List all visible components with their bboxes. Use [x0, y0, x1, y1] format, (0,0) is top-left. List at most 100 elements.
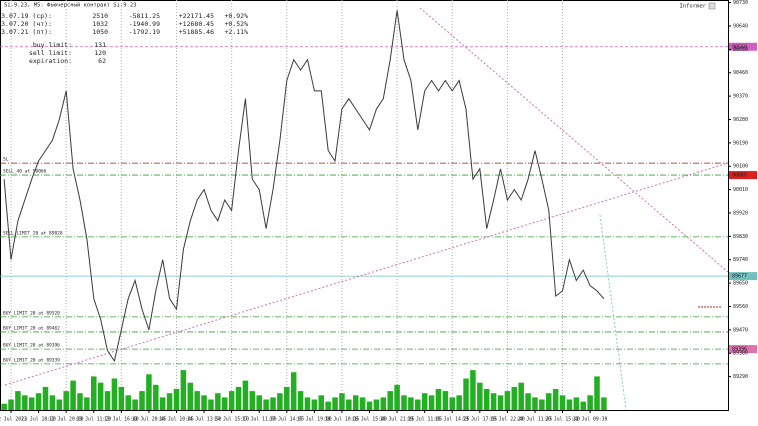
- volume-bar: [580, 401, 586, 410]
- volume-bar: [449, 397, 455, 410]
- x-tick-label: 17 Jul 19:00: [297, 417, 332, 423]
- y-tick-label: 90010: [733, 187, 748, 193]
- volume-bar: [42, 386, 49, 410]
- volume-bar: [332, 397, 338, 410]
- x-tick-label: 13 Jul 11:20: [76, 417, 111, 423]
- volume-bar: [290, 372, 297, 410]
- volume-bar: [325, 401, 331, 410]
- y-tick-label: 89830: [733, 234, 748, 240]
- stats-cell: +22171.45: [179, 12, 214, 20]
- x-tick-label: 20 Jul 15:40: [545, 417, 580, 423]
- grid: [10, 0, 564, 410]
- x-tick-label: 17 Jul 11:00: [242, 417, 277, 423]
- x-tick-label: 20 Jul 11:05: [518, 417, 553, 423]
- volume-bar: [587, 395, 593, 410]
- volume-bar: [201, 395, 207, 410]
- volume-bar: [35, 393, 42, 410]
- level-label: SELL_LIMIT_20 at 89828: [3, 230, 63, 236]
- x-tick-label: 12 Jul 18:20: [21, 417, 56, 423]
- volume-bar: [256, 395, 262, 410]
- volume-bar: [153, 384, 159, 410]
- volume-bar: [91, 376, 97, 410]
- x-tick-label: 21 Jul 09:30: [573, 417, 608, 423]
- stats-cell: 2023.07.21 (пт):: [0, 28, 52, 36]
- volume-bar: [187, 382, 194, 410]
- volume-bar: [380, 397, 387, 410]
- price-box: [729, 272, 757, 281]
- volume-bar: [352, 395, 359, 410]
- volume-bar: [22, 395, 28, 410]
- x-tick-label: 19 Jul 22:40: [490, 417, 525, 423]
- informer-icon[interactable]: [708, 2, 716, 10]
- volume-bar: [373, 399, 380, 410]
- volume-bar: [525, 393, 531, 410]
- volume-bar: [270, 397, 276, 410]
- x-tick-label: 14 Jul 10:45: [159, 417, 194, 423]
- volume-bar: [511, 386, 518, 410]
- volume-bar: [442, 391, 449, 410]
- y-tick-label: 89740: [733, 257, 748, 263]
- volume-bar: [125, 395, 131, 410]
- volume-bar: [297, 391, 304, 410]
- x-tick-label: 18 Jul 21:05: [380, 417, 415, 423]
- price-box: [729, 345, 757, 354]
- volume-bar: [249, 391, 256, 410]
- x-tick-label: 12 Jul 20:00: [49, 417, 84, 423]
- volume-bar: [28, 397, 35, 410]
- x-tick-label: 13 Jul 16:40: [104, 417, 139, 423]
- volume-bar: [146, 374, 152, 410]
- level-label: SL: [3, 157, 9, 163]
- volume-bar: [304, 397, 311, 410]
- x-tick-label: 19 Jul 17:05: [462, 417, 497, 423]
- x-tick-label: 19 Jul 14:25: [435, 417, 470, 423]
- volume-bar: [132, 399, 138, 410]
- x-tick-label: 18 Jul 10:15: [325, 417, 360, 423]
- volume-bar: [532, 397, 538, 410]
- volume-bar: [518, 382, 524, 410]
- level-label: BUY_LIMIT_20 at 89520: [3, 310, 60, 316]
- y-tick-label: 89290: [733, 374, 748, 380]
- volume-bar: [421, 393, 428, 410]
- y-tick-label: 90280: [733, 117, 748, 123]
- price-box: [729, 171, 757, 180]
- limit-value: 131: [94, 41, 106, 49]
- x-tick-label: 14 Jul 13:50: [187, 417, 222, 423]
- volume-bar: [221, 397, 228, 410]
- volume-bar: [490, 393, 497, 410]
- level-label: BUY_LIMIT_20 at 89396: [3, 343, 60, 349]
- x-tick-label: 17 Jul 14:05: [269, 417, 304, 423]
- volume: [1, 370, 607, 410]
- volume-bar: [594, 376, 600, 410]
- volume-bar: [435, 389, 442, 410]
- y-tick-label: 90730: [733, 0, 748, 6]
- x-tick-label: 19 Jul 11:05: [407, 417, 442, 423]
- stats-cell: +51885.46: [179, 28, 214, 36]
- volume-bar: [504, 391, 511, 410]
- volume-bar: [428, 395, 435, 410]
- stats-cell: 2023.07.20 (чт):: [0, 20, 52, 28]
- volume-bar: [366, 401, 373, 410]
- volume-bar: [111, 378, 118, 410]
- price-line: [3, 10, 605, 363]
- price: [3, 10, 605, 363]
- volume-bar: [497, 395, 504, 410]
- y-tick-label: 90100: [733, 164, 748, 170]
- level-label: BUY_LIMIT_20 at 89462: [3, 325, 60, 331]
- volume-bar: [180, 370, 187, 410]
- price-box-label: 90560: [732, 44, 747, 50]
- volume-bar: [387, 391, 393, 410]
- volume-bar: [84, 397, 90, 410]
- volume-bar: [573, 397, 580, 410]
- volume-bar: [63, 391, 69, 410]
- volume-bar: [346, 399, 352, 410]
- volume-bar: [566, 399, 573, 410]
- stats-cell: -1792.19: [129, 28, 160, 36]
- volume-bar: [601, 397, 607, 410]
- volume-bar: [49, 395, 56, 410]
- y-tick-label: 89650: [733, 281, 748, 287]
- y-tick-label: 90550: [733, 47, 748, 53]
- limit-label: expiration:: [29, 57, 72, 65]
- volume-bar: [463, 378, 469, 410]
- y-tick-label: 89380: [733, 351, 748, 357]
